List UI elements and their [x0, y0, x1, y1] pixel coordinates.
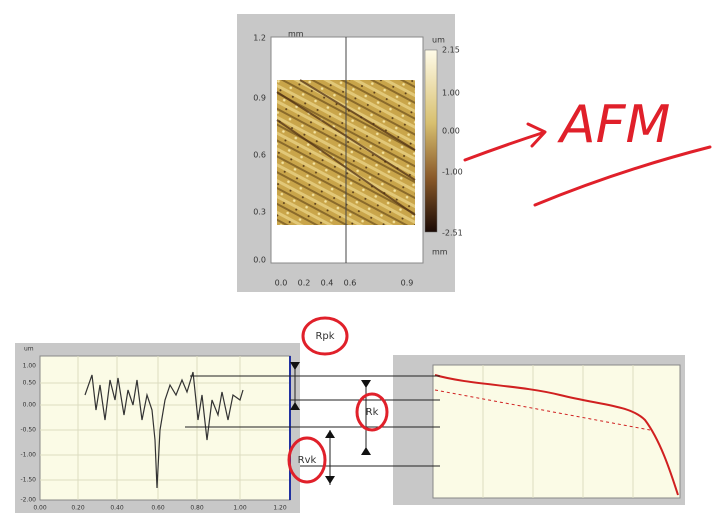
unit-label: mm [288, 30, 304, 39]
label: Rvk [298, 455, 317, 466]
colorbar-label: 2.15 [442, 46, 460, 55]
y-tick-label: 0.3 [253, 208, 266, 217]
colorbar [425, 50, 437, 232]
colorbar-label: 0.00 [442, 127, 460, 136]
x-tick-label: 0.20 [71, 505, 85, 512]
y-tick-label: 0.50 [23, 380, 37, 387]
x-tick-label: 1.00 [233, 505, 247, 512]
unit-label: um [432, 36, 445, 45]
underline [535, 147, 710, 205]
handwritten-label: AFM [557, 95, 670, 155]
x-tick-label: 0.4 [321, 279, 334, 288]
y-tick-label: -1.00 [20, 452, 36, 459]
x-tick-label: 0.9 [401, 279, 414, 288]
y-tick-label: 1.00 [23, 363, 37, 370]
y-tick-label: 0.00 [23, 402, 37, 409]
colorbar-label: -2.51 [442, 229, 463, 238]
profile-panel: 1.00 0.50 0.00 -0.50 -1.00 -1.50 -2.00 0.00 0.2… [15, 343, 300, 513]
rk-note: Rk [357, 394, 387, 430]
y-tick-label: -0.50 [20, 427, 36, 434]
y-tick-label: 0.0 [253, 256, 266, 265]
x-tick-label: 0.60 [151, 505, 165, 512]
colorbar-label: 1.00 [442, 89, 460, 98]
y-tick-label: 1.2 [253, 34, 266, 43]
plot-area [433, 365, 680, 498]
x-tick-label: 0.40 [110, 505, 124, 512]
y-ticks: 1.00 0.50 0.00 -0.50 -1.00 -1.50 -2.00 [20, 363, 36, 504]
y-tick-label: -1.50 [20, 477, 36, 484]
x-tick-label: 0.80 [190, 505, 204, 512]
unit-label: um [24, 346, 34, 353]
rpk-note: Rpk [303, 318, 347, 354]
y-tick-label: 0.6 [253, 151, 266, 160]
afm-panel: 1.2 0.9 0.6 0.3 0.0 0.0 0.2 0.4 0.6 0.9 2.15 1.00… [237, 14, 463, 292]
y-tick-label: 0.9 [253, 94, 266, 103]
colorbar-label: -1.00 [442, 168, 463, 177]
unit-label: mm [432, 248, 448, 257]
x-tick-label: 0.2 [298, 279, 311, 288]
label: Rk [366, 407, 379, 418]
y-tick-label: -2.00 [20, 497, 36, 504]
x-tick-label: 1.20 [273, 505, 287, 512]
x-tick-label: 0.0 [275, 279, 288, 288]
slide: 1.2 0.9 0.6 0.3 0.0 0.0 0.2 0.4 0.6 0.9 2.15 1.00… [0, 0, 713, 518]
arrow [465, 124, 545, 160]
x-tick-label: 0.6 [344, 279, 357, 288]
x-tick-label: 0.00 [33, 505, 47, 512]
label: Rpk [315, 331, 334, 342]
abbott-panel [393, 355, 685, 505]
